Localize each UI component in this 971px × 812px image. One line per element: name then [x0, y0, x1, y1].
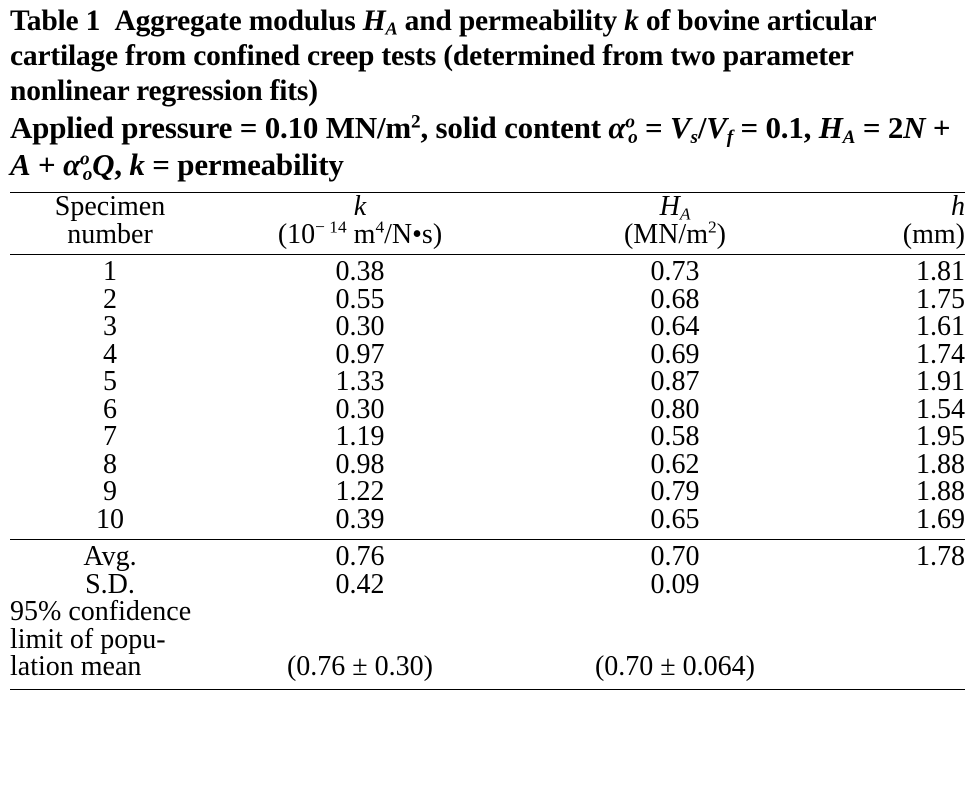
avg-ha: 0.70 [650, 541, 700, 572]
cell-h: 1.75 [916, 283, 965, 315]
caption-conditions: Applied pressure = 0.10 MN/m2, solid con… [10, 110, 951, 185]
table-row: 9 1.22 0.79 1.88 [10, 478, 965, 506]
header-k: k (10− 14 m4/N•s) [277, 191, 443, 250]
cell-specimen: 10 [96, 503, 124, 535]
cell-h: 1.88 [916, 476, 965, 507]
cell-h: 1.61 [916, 311, 965, 342]
sd-ha: 0.09 [650, 568, 700, 600]
data-table: Specimen number k (10− 14 m4/N•s) HA (MN… [10, 193, 965, 254]
cell-k: 1.22 [335, 476, 385, 507]
sd-row: S.D. 0.42 0.09 [10, 568, 965, 600]
cell-specimen: 4 [103, 338, 117, 370]
header-specimen: Specimen number [54, 191, 166, 250]
header-ha: HA (MN/m2) [623, 191, 726, 250]
table-row: 1 0.38 0.73 1.81 [10, 258, 965, 286]
top-rule [10, 192, 965, 193]
cell-specimen: 1 [103, 256, 117, 287]
table-row: 7 1.19 0.58 1.95 [10, 423, 965, 451]
cell-h: 1.54 [916, 393, 965, 425]
cell-h: 1.91 [916, 366, 965, 397]
avg-row: Avg. 0.76 0.70 1.78 [10, 543, 965, 571]
table-page: Table 1 Aggregate modulus HA and permeab… [10, 4, 965, 690]
confidence-k: (0.76 ± 0.30) [286, 651, 433, 682]
caption-title: Table 1 Aggregate modulus HA and permeab… [10, 5, 876, 107]
cell-h: 1.69 [916, 503, 965, 535]
avg-h: 1.78 [916, 541, 965, 572]
table-label: Table 1 [10, 5, 101, 37]
cell-specimen: 6 [103, 393, 117, 425]
cell-specimen: 2 [103, 283, 117, 315]
cell-k: 0.55 [335, 283, 385, 315]
cell-h: 1.88 [916, 448, 965, 480]
cell-ha: 0.64 [650, 311, 700, 342]
table-row: 10 0.39 0.65 1.69 [10, 503, 965, 535]
table-row: 5 1.33 0.87 1.91 [10, 368, 965, 396]
cell-h: 1.81 [916, 256, 965, 287]
cell-ha: 0.68 [650, 283, 700, 315]
sd-k: 0.42 [335, 568, 385, 600]
table-row: 3 0.30 0.64 1.61 [10, 313, 965, 341]
avg-k: 0.76 [335, 541, 385, 572]
cell-ha: 0.69 [650, 338, 700, 370]
header-rule [10, 254, 965, 255]
summary-rule [10, 539, 965, 540]
cell-ha: 0.73 [650, 256, 700, 287]
table-row: 2 0.55 0.68 1.75 [10, 283, 965, 315]
data-table-body: 1 0.38 0.73 1.81 2 0.55 0.68 1.75 3 0.30 0.64 1.6… [10, 258, 965, 533]
confidence-ha: (0.70 ± 0.064) [594, 651, 755, 682]
summary-table: Avg. 0.76 0.70 1.78 S.D. 0.42 0.09 95% c… [10, 543, 965, 681]
cell-specimen: 7 [103, 421, 117, 452]
cell-h: 1.95 [916, 421, 965, 452]
cell-k: 0.38 [335, 256, 385, 287]
cell-specimen: 8 [103, 448, 117, 480]
cell-k: 0.98 [335, 448, 385, 480]
header-h: h (mm) [902, 191, 965, 250]
sd-label: S.D. [85, 568, 135, 600]
confidence-row: 95% confidence limit of popu- lation mea… [10, 598, 965, 681]
table-row: 8 0.98 0.62 1.88 [10, 448, 965, 480]
cell-ha: 0.79 [650, 476, 700, 507]
cell-k: 0.39 [335, 503, 385, 535]
cell-k: 0.30 [335, 311, 385, 342]
cell-ha: 0.87 [650, 366, 700, 397]
bottom-rule [10, 688, 965, 690]
cell-ha: 0.62 [650, 448, 700, 480]
confidence-label: 95% confidence limit of popu- lation mea… [10, 596, 192, 682]
cell-k: 0.30 [335, 393, 385, 425]
table-caption: Table 1 Aggregate modulus HA and permeab… [10, 4, 965, 185]
cell-specimen: 5 [103, 366, 117, 397]
table-header: Specimen number k (10− 14 m4/N•s) HA (MN… [10, 193, 965, 254]
cell-specimen: 3 [103, 311, 117, 342]
cell-k: 1.19 [335, 421, 385, 452]
table-row: 4 0.97 0.69 1.74 [10, 338, 965, 370]
table-body: 1 0.38 0.73 1.81 2 0.55 0.68 1.75 3 0.30 0.64 1.6… [10, 258, 965, 533]
cell-k: 1.33 [335, 366, 385, 397]
table-row: 6 0.30 0.80 1.54 [10, 393, 965, 425]
avg-label: Avg. [83, 541, 137, 572]
cell-specimen: 9 [103, 476, 117, 507]
cell-ha: 0.65 [650, 503, 700, 535]
cell-ha: 0.80 [650, 393, 700, 425]
cell-k: 0.97 [335, 338, 385, 370]
cell-h: 1.74 [916, 338, 965, 370]
cell-ha: 0.58 [650, 421, 700, 452]
